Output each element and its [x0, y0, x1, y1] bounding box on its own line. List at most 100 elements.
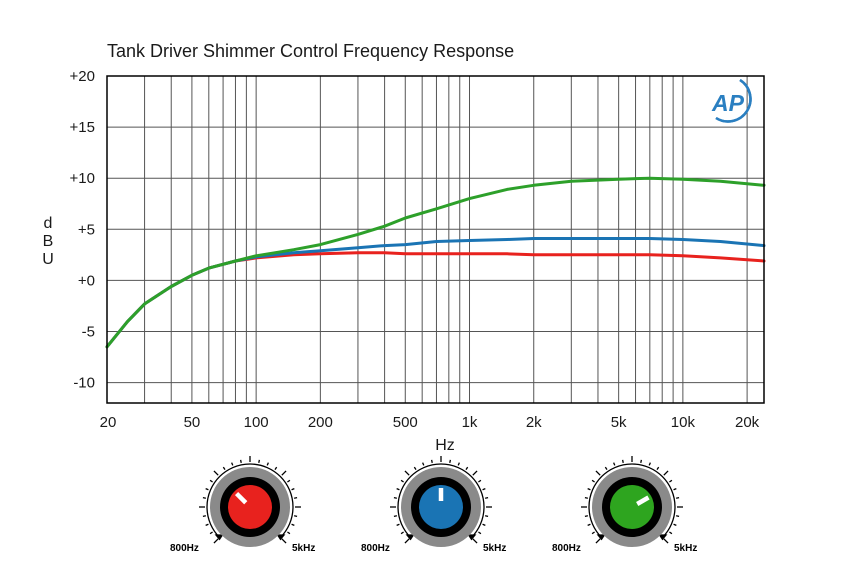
x-tick-label: 5k	[611, 414, 627, 431]
y-axis-label: d B U	[42, 215, 54, 268]
knob-scale-tick	[472, 538, 478, 544]
knob-scale-tick	[591, 531, 595, 535]
knob-cap	[419, 485, 463, 529]
knob-scale-tick	[669, 531, 673, 535]
knob-scale-tick	[587, 523, 591, 526]
x-tick-label: 500	[393, 414, 418, 431]
svg-text:d: d	[44, 215, 53, 232]
logo-text: AP	[711, 90, 745, 116]
knob-scale-tick	[400, 531, 404, 535]
knob-arrow-icon	[214, 534, 224, 541]
knob-scale-tick	[485, 496, 489, 499]
svg-text:B: B	[43, 233, 54, 250]
knob-scale-tick	[287, 479, 291, 483]
knob-arrow-icon	[276, 534, 286, 541]
knob-scale-tick	[673, 523, 677, 526]
knob-arrow-icon	[467, 534, 477, 541]
knob-cap	[228, 485, 272, 529]
knob-scale-tick	[465, 466, 469, 470]
knob-scale-tick	[663, 538, 669, 544]
knob-scale-tick	[291, 523, 295, 526]
knob-arrow-icon	[658, 534, 668, 541]
knob-scale-tick	[287, 531, 291, 535]
knob-scale-tick	[621, 459, 624, 463]
knob-scale-tick	[613, 462, 616, 466]
knob-scale-tick	[604, 466, 608, 470]
knob-scale-tick	[294, 496, 298, 499]
knob-scale-tick	[413, 466, 417, 470]
knob-scale-tick	[202, 515, 206, 518]
knob-scale-tick	[595, 538, 601, 544]
knob-scale-tick	[396, 488, 400, 491]
knob-min-label: 800Hz	[170, 543, 199, 554]
knob-max-label: 5kHz	[674, 543, 697, 554]
knob-scale-tick	[673, 488, 677, 491]
knob-scale-tick	[281, 470, 287, 476]
knob-scale-tick	[449, 459, 452, 463]
ap-logo-icon: AP	[711, 78, 752, 123]
knob-scale-tick	[482, 488, 486, 491]
knob-min-label: 800Hz	[361, 543, 390, 554]
knob-scale-tick	[294, 515, 298, 518]
knob-arrow-icon	[405, 534, 415, 541]
knob-scale-arc	[588, 463, 676, 538]
knob-scale-tick	[482, 523, 486, 526]
knob-scale-tick	[213, 470, 219, 476]
y-tick-label: -10	[73, 375, 95, 392]
knob-scale-tick	[457, 462, 460, 466]
knob-scale-tick	[640, 459, 643, 463]
knob-min-label: 800Hz	[552, 543, 581, 554]
knob-scale-tick	[584, 496, 588, 499]
knob-scale-tick	[205, 523, 209, 526]
knob-max-label: 5kHz	[483, 543, 506, 554]
knob-scale-tick	[281, 538, 287, 544]
knob-scale-tick	[404, 538, 410, 544]
green-knob[interactable]: 800Hz 5kHz	[552, 456, 697, 554]
knob-scale-tick	[205, 488, 209, 491]
knob-row: 800Hz 5kHz 800Hz 5kHz 800Hz 5kHz	[170, 456, 697, 554]
x-axis-ticks: 20 50 100 200 500 1k 2k 5k 10k 20k	[100, 414, 760, 431]
y-tick-label: +15	[70, 119, 95, 136]
knob-scale-tick	[404, 470, 410, 476]
knob-scale-tick	[676, 515, 680, 518]
knob-scale-arc	[397, 463, 485, 538]
knob-scale-tick	[472, 470, 478, 476]
knob-scale-tick	[213, 538, 219, 544]
x-axis-label: Hz	[435, 437, 455, 454]
knob-scale-tick	[478, 479, 482, 483]
svg-text:U: U	[42, 251, 54, 268]
knob-scale-tick	[400, 479, 404, 483]
knob-pointer	[234, 491, 248, 505]
knob-scale-arc	[206, 463, 294, 538]
red-knob[interactable]: 800Hz 5kHz	[170, 456, 315, 554]
knob-scale-tick	[669, 479, 673, 483]
knob-scale-tick	[239, 459, 242, 463]
knob-scale-tick	[595, 470, 601, 476]
chart-title: Tank Driver Shimmer Control Frequency Re…	[107, 41, 514, 61]
knob-scale-tick	[396, 523, 400, 526]
y-tick-label: -5	[82, 323, 95, 340]
knob-scale-tick	[648, 462, 651, 466]
knob-max-label: 5kHz	[292, 543, 315, 554]
x-tick-label: 20k	[735, 414, 760, 431]
knob-pointer	[636, 495, 650, 506]
knob-scale-tick	[584, 515, 588, 518]
y-axis-ticks: +20 +15 +10 +5 +0 -5 -10	[70, 68, 95, 392]
series-line-red	[105, 251, 766, 349]
x-tick-label: 1k	[462, 414, 478, 431]
knob-scale-tick	[393, 515, 397, 518]
knob-scale-tick	[266, 462, 269, 466]
x-tick-label: 200	[308, 414, 333, 431]
y-tick-label: +5	[78, 221, 95, 238]
x-tick-label: 20	[100, 414, 117, 431]
knob-scale-tick	[587, 488, 591, 491]
knob-cap	[610, 485, 654, 529]
knob-scale-tick	[676, 496, 680, 499]
knob-scale-tick	[291, 488, 295, 491]
knob-scale-tick	[231, 462, 234, 466]
plot-frame	[106, 75, 765, 404]
knob-scale-tick	[258, 459, 261, 463]
knob-scale-tick	[663, 470, 669, 476]
knob-scale-tick	[422, 462, 425, 466]
blue-knob[interactable]: 800Hz 5kHz	[361, 456, 506, 554]
